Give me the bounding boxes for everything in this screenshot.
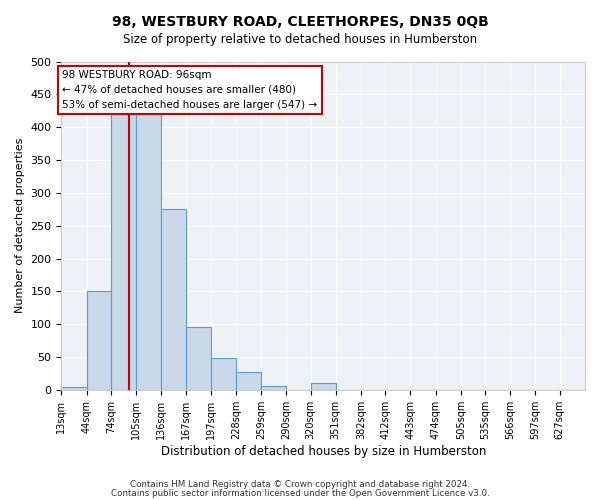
Bar xyxy=(161,210,187,390)
Text: 98 WESTBURY ROAD: 96sqm
← 47% of detached houses are smaller (480)
53% of semi-d: 98 WESTBURY ROAD: 96sqm ← 47% of detache… xyxy=(62,70,317,110)
Bar xyxy=(111,114,136,390)
Bar xyxy=(311,384,336,390)
Bar xyxy=(236,372,261,390)
Bar xyxy=(86,292,111,390)
Bar xyxy=(61,386,86,390)
Bar xyxy=(187,328,211,390)
Text: Contains public sector information licensed under the Open Government Licence v3: Contains public sector information licen… xyxy=(110,488,490,498)
Text: Size of property relative to detached houses in Humberston: Size of property relative to detached ho… xyxy=(123,32,477,46)
Y-axis label: Number of detached properties: Number of detached properties xyxy=(15,138,25,314)
Text: Contains HM Land Registry data © Crown copyright and database right 2024.: Contains HM Land Registry data © Crown c… xyxy=(130,480,470,489)
X-axis label: Distribution of detached houses by size in Humberston: Distribution of detached houses by size … xyxy=(161,444,486,458)
Text: 98, WESTBURY ROAD, CLEETHORPES, DN35 0QB: 98, WESTBURY ROAD, CLEETHORPES, DN35 0QB xyxy=(112,15,488,29)
Bar xyxy=(261,386,286,390)
Bar xyxy=(211,358,236,390)
Bar xyxy=(136,114,161,390)
